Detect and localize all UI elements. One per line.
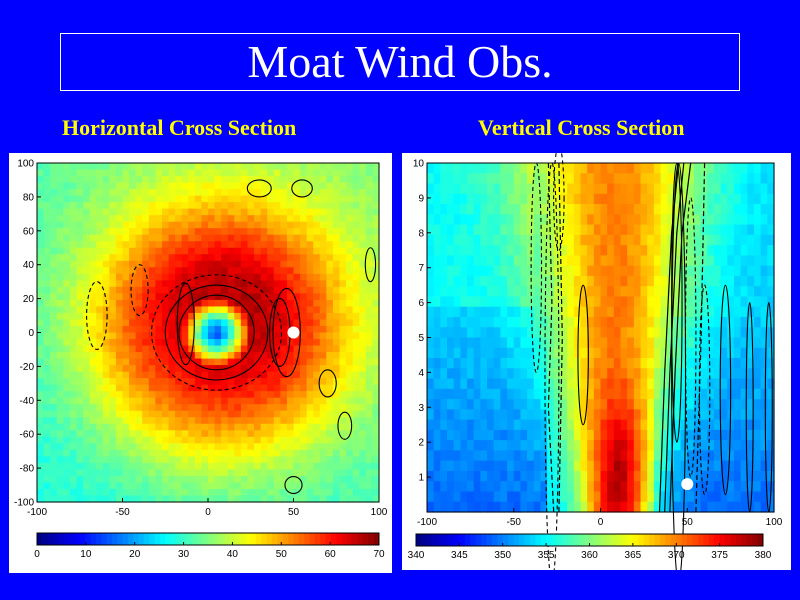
vertical-y-tick-label: 3	[418, 403, 424, 414]
vertical-y-tick-label: 8	[418, 228, 424, 239]
vertical-y-tick-label: 7	[418, 263, 424, 274]
vertical-colorbar-tick-label: 370	[668, 550, 685, 561]
vertical-x-tick-label: -50	[507, 517, 522, 528]
horizontal-x-tick-label: -100	[27, 507, 47, 518]
horizontal-colorbar-tick-label: 0	[34, 549, 40, 560]
horizontal-chart-panel: -100 -50 0 50 100 100 80 60 40 20 0 -20 -40 -60 -80 -10…	[9, 153, 392, 573]
vertical-x-tick-label: 50	[682, 517, 694, 528]
vertical-chart-panel: -100 -50 0 50 100 10 9 8 7 6 5 4 3 2 1 340 345 350 355 360 3…	[402, 153, 791, 570]
vertical-eyewall-contour	[558, 162, 563, 513]
vertical-marker	[681, 478, 694, 491]
vertical-y-tick-label: 4	[418, 368, 424, 379]
vertical-x-tick-label: 0	[598, 517, 604, 528]
vertical-eyewall-contour	[695, 162, 706, 513]
vertical-x-tick-label: 100	[766, 517, 783, 528]
horizontal-colorbar	[37, 533, 380, 545]
horizontal-y-tick-label: -60	[20, 430, 35, 441]
vertical-colorbar-tick-label: 360	[581, 550, 598, 561]
horizontal-contour-lines	[86, 179, 377, 495]
vertical-section-title: Vertical Cross Section	[478, 115, 685, 140]
horizontal-y-tick-label: 60	[23, 226, 35, 237]
horizontal-y-tick-label: 40	[23, 260, 35, 271]
horizontal-x-tick-label: -50	[115, 507, 130, 518]
vertical-colorbar-tick-label: 365	[625, 550, 642, 561]
horizontal-colorbar-tick-label: 20	[129, 549, 141, 560]
horizontal-colorbar-tick-label: 60	[325, 549, 337, 560]
horizontal-x-tick-label: 0	[205, 507, 211, 518]
horizontal-colorbar-tick-label: 70	[373, 549, 385, 560]
title-box: Moat Wind Obs.	[60, 33, 740, 91]
vertical-colorbar-tick-label: 345	[451, 550, 468, 561]
horizontal-y-tick-label: 20	[23, 294, 35, 305]
vertical-colorbar-tick-label: 380	[755, 550, 772, 561]
vertical-y-tick-label: 1	[418, 473, 424, 484]
vertical-colorbar-tick-label: 375	[711, 550, 728, 561]
vertical-contour-lines	[530, 153, 773, 570]
horizontal-colorbar-tick-label: 40	[227, 549, 239, 560]
horizontal-y-tick-label: -40	[20, 396, 35, 407]
vertical-eyewall-contour	[658, 162, 680, 513]
horizontal-y-tick-label: 80	[23, 192, 35, 203]
slide-title: Moat Wind Obs.	[247, 36, 553, 87]
vertical-eyewall-contour	[664, 162, 685, 513]
horizontal-y-tick-label: -100	[14, 498, 34, 509]
vertical-heatmap-field	[427, 163, 775, 513]
horizontal-section-title: Horizontal Cross Section	[62, 115, 297, 140]
vertical-y-tick-label: 10	[413, 159, 425, 170]
horizontal-y-tick-label: 0	[28, 328, 34, 339]
horizontal-chart: -100 -50 0 50 100100806040200-20-40-60-80-10…	[14, 159, 388, 561]
vertical-eyewall-contour	[547, 162, 555, 513]
vertical-colorbar-tick-label: 350	[494, 550, 511, 561]
horizontal-x-tick-label: 50	[288, 507, 300, 518]
horizontal-colorbar-frame	[36, 532, 380, 546]
vertical-colorbar-tick-label: 340	[408, 550, 425, 561]
horizontal-colorbar-tick-label: 50	[276, 549, 288, 560]
vertical-y-tick-label: 9	[418, 193, 424, 204]
vertical-colorbar-tick-label: 355	[538, 550, 555, 561]
vertical-eyewall-contour	[669, 162, 692, 513]
horizontal-colorbar-tick-label: 10	[80, 549, 92, 560]
vertical-colorbar	[416, 534, 764, 546]
vertical-y-tick-label: 2	[418, 438, 424, 449]
horizontal-y-tick-label: 100	[17, 159, 34, 170]
vertical-chart: -100 -50 0 50 100 10 9 8 7 6 5 4 3 2 1 340 345 350 355 360 3…	[408, 153, 783, 570]
vertical-y-tick-label: 5	[418, 333, 424, 344]
horizontal-colorbar-tick-label: 30	[178, 549, 190, 560]
vertical-x-tick-label: -100	[417, 517, 437, 528]
vertical-y-tick-label: 6	[418, 298, 424, 309]
horizontal-marker	[287, 326, 300, 339]
horizontal-y-tick-label: -20	[20, 362, 35, 373]
horizontal-heatmap-field	[37, 163, 380, 503]
horizontal-y-tick-label: -80	[20, 464, 35, 475]
horizontal-x-tick-label: 100	[371, 507, 388, 518]
